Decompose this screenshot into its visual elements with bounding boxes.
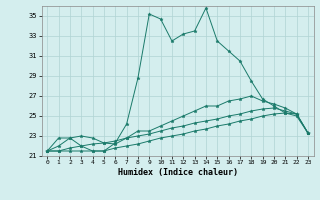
- X-axis label: Humidex (Indice chaleur): Humidex (Indice chaleur): [118, 168, 237, 177]
